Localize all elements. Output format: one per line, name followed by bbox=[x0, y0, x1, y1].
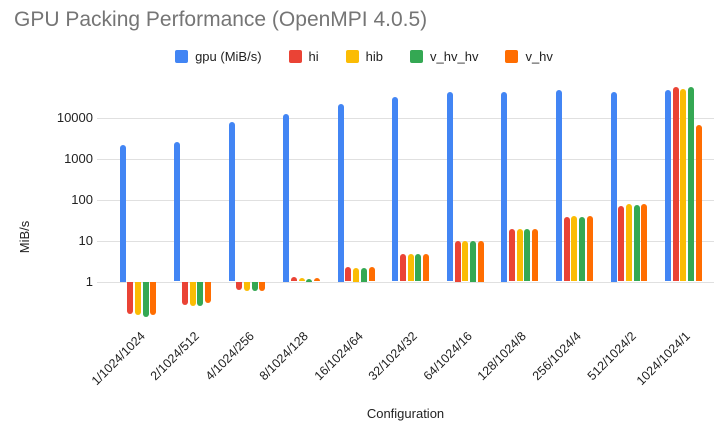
bar-v-hv-hv-1024-1024-1 bbox=[688, 87, 695, 282]
bar-gpu-mib-s-16-1024-64 bbox=[337, 103, 344, 282]
bar-hib-128-1024-8 bbox=[516, 229, 523, 282]
bar-hib-8-1024-128 bbox=[298, 278, 305, 282]
legend-label: v_hv_hv bbox=[430, 49, 479, 64]
legend-swatch-icon bbox=[345, 50, 359, 63]
bar-hi-8-1024-128 bbox=[290, 276, 297, 282]
bar-hi-512-1024-2 bbox=[618, 205, 625, 282]
bar-v-hv-512-1024-2 bbox=[641, 203, 648, 282]
gridline-100 bbox=[97, 200, 714, 201]
y-tick-label: 1 bbox=[85, 274, 93, 289]
bar-hib-32-1024-32 bbox=[407, 254, 414, 282]
bar-v-hv-hv-16-1024-64 bbox=[360, 267, 367, 282]
legend-swatch-icon bbox=[410, 50, 424, 63]
bar-gpu-mib-s-1024-1024-1 bbox=[665, 89, 671, 282]
bar-v-hv-64-1024-16 bbox=[477, 240, 484, 282]
bar-v-hv-2-1024-512 bbox=[204, 281, 211, 303]
gridline-10 bbox=[97, 241, 714, 242]
bar-v-hv-128-1024-8 bbox=[532, 228, 539, 282]
bar-gpu-mib-s-32-1024-32 bbox=[392, 96, 399, 282]
bar-v-hv-hv-32-1024-32 bbox=[415, 254, 422, 282]
bar-hi-4-1024-256 bbox=[236, 281, 243, 290]
bar-v-hv-16-1024-64 bbox=[368, 266, 375, 282]
bar-hib-16-1024-64 bbox=[353, 267, 360, 282]
bar-hib-64-1024-16 bbox=[462, 240, 469, 282]
bar-hi-2-1024-512 bbox=[181, 281, 188, 305]
x-axis-title: Configuration bbox=[366, 406, 445, 421]
legend-item-v-hv: v_hv bbox=[505, 49, 553, 64]
bar-gpu-mib-s-128-1024-8 bbox=[501, 91, 508, 282]
bar-v-hv-256-1024-4 bbox=[586, 216, 593, 282]
legend-label: v_hv bbox=[525, 49, 553, 64]
bar-v-hv-hv-256-1024-4 bbox=[579, 216, 585, 282]
bar-hib-256-1024-4 bbox=[571, 216, 578, 282]
bar-gpu-mib-s-64-1024-16 bbox=[446, 92, 453, 282]
bar-v-hv-hv-2-1024-512 bbox=[197, 281, 204, 306]
bar-hib-1024-1024-1 bbox=[680, 88, 687, 282]
bar-gpu-mib-s-512-1024-2 bbox=[610, 91, 617, 282]
legend-item-gpu-mib-s: gpu (MiB/s) bbox=[175, 49, 262, 64]
legend-label: gpu (MiB/s) bbox=[195, 49, 262, 64]
bar-v-hv-hv-512-1024-2 bbox=[633, 205, 640, 282]
bar-hi-1-1024-1024 bbox=[127, 281, 134, 315]
bar-hi-32-1024-32 bbox=[399, 253, 406, 282]
y-tick-label: 10 bbox=[78, 233, 93, 248]
legend: gpu (MiB/s) hi hib v_hv_hv v_hv bbox=[0, 49, 728, 64]
gridline-1 bbox=[97, 282, 714, 283]
gridline-1000 bbox=[97, 159, 714, 160]
bar-v-hv-hv-1-1024-1024 bbox=[142, 281, 149, 317]
bar-v-hv-32-1024-32 bbox=[423, 253, 430, 282]
bar-hib-512-1024-2 bbox=[625, 203, 632, 282]
bar-v-hv-hv-128-1024-8 bbox=[524, 228, 531, 282]
bar-v-hv-hv-4-1024-256 bbox=[251, 281, 258, 292]
bar-gpu-mib-s-1-1024-1024 bbox=[119, 144, 126, 282]
legend-label: hib bbox=[365, 49, 384, 64]
y-tick-label: 10000 bbox=[56, 110, 93, 125]
legend-swatch-icon bbox=[175, 50, 189, 63]
bar-v-hv-8-1024-128 bbox=[313, 278, 320, 282]
bar-gpu-mib-s-8-1024-128 bbox=[283, 113, 290, 282]
bar-hi-64-1024-16 bbox=[454, 240, 461, 282]
bar-v-hv-1024-1024-1 bbox=[695, 125, 702, 282]
bar-gpu-mib-s-256-1024-4 bbox=[555, 89, 562, 282]
legend-item-hi: hi bbox=[288, 49, 319, 64]
bar-hib-4-1024-256 bbox=[244, 281, 250, 291]
bar-v-hv-hv-64-1024-16 bbox=[469, 240, 476, 282]
legend-item-hib: hib bbox=[345, 49, 384, 64]
bar-gpu-mib-s-4-1024-256 bbox=[228, 121, 235, 282]
y-tick-label: 100 bbox=[71, 192, 93, 207]
bar-hi-128-1024-8 bbox=[509, 228, 515, 282]
bar-hi-1024-1024-1 bbox=[672, 87, 679, 282]
legend-swatch-icon bbox=[288, 50, 302, 63]
bar-v-hv-4-1024-256 bbox=[259, 281, 266, 291]
bar-gpu-mib-s-2-1024-512 bbox=[174, 142, 181, 282]
bar-hib-1-1024-1024 bbox=[134, 281, 141, 316]
gridline-10000 bbox=[97, 118, 714, 119]
legend-swatch-icon bbox=[505, 50, 519, 63]
bar-hib-2-1024-512 bbox=[189, 281, 196, 306]
y-tick-label: 1000 bbox=[64, 151, 93, 166]
bar-v-hv-hv-8-1024-128 bbox=[306, 279, 313, 282]
bar-hi-16-1024-64 bbox=[345, 266, 352, 282]
legend-item-v-hv-hv: v_hv_hv bbox=[410, 49, 478, 64]
bar-v-hv-1-1024-1024 bbox=[150, 281, 157, 316]
legend-label: hi bbox=[308, 49, 319, 64]
bar-hi-256-1024-4 bbox=[563, 217, 570, 282]
chart-title: GPU Packing Performance (OpenMPI 4.0.5) bbox=[14, 8, 428, 31]
